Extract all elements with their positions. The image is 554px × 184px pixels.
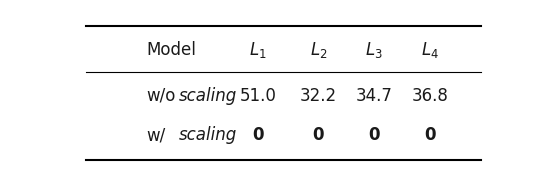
Text: w/o: w/o [146, 87, 176, 105]
Text: 36.8: 36.8 [412, 87, 448, 105]
Text: 32.2: 32.2 [300, 87, 337, 105]
Text: $L_4$: $L_4$ [421, 40, 439, 60]
Text: $L_1$: $L_1$ [249, 40, 267, 60]
Text: $L_2$: $L_2$ [310, 40, 327, 60]
Text: Model: Model [146, 41, 197, 59]
Text: scaling: scaling [179, 126, 237, 144]
Text: 0: 0 [253, 126, 264, 144]
Text: 34.7: 34.7 [356, 87, 393, 105]
Text: 0: 0 [424, 126, 435, 144]
Text: scaling: scaling [179, 87, 237, 105]
Text: $L_3$: $L_3$ [365, 40, 383, 60]
Text: w/: w/ [146, 126, 166, 144]
Text: 0: 0 [368, 126, 380, 144]
Text: 0: 0 [312, 126, 324, 144]
Text: 51.0: 51.0 [240, 87, 276, 105]
